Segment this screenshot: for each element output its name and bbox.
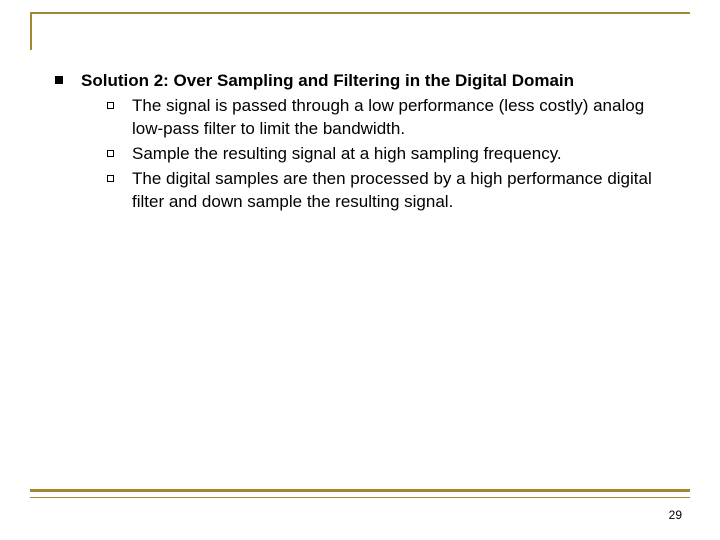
page-number: 29 <box>669 508 682 522</box>
subbullets-container: The signal is passed through a low perfo… <box>107 95 670 214</box>
slide-container: Solution 2: Over Sampling and Filtering … <box>0 0 720 540</box>
bullet-filled-icon <box>55 76 63 84</box>
border-left-accent <box>30 12 32 50</box>
border-bottom-thin <box>30 497 690 498</box>
heading-row: Solution 2: Over Sampling and Filtering … <box>55 70 670 216</box>
border-bottom-thick <box>30 489 690 492</box>
bullet-outline-icon <box>107 102 114 109</box>
bullet-text: The signal is passed through a low perfo… <box>132 95 670 141</box>
border-top <box>30 12 690 14</box>
list-item: The digital samples are then processed b… <box>107 168 670 214</box>
bullet-outline-icon <box>107 150 114 157</box>
bullet-text: Sample the resulting signal at a high sa… <box>132 143 562 166</box>
content-area: Solution 2: Over Sampling and Filtering … <box>55 70 670 218</box>
bullet-outline-icon <box>107 175 114 182</box>
list-item: Sample the resulting signal at a high sa… <box>107 143 670 166</box>
heading-text: Solution 2: Over Sampling and Filtering … <box>81 70 670 216</box>
list-item: The signal is passed through a low perfo… <box>107 95 670 141</box>
heading: Solution 2: Over Sampling and Filtering … <box>81 70 670 93</box>
bullet-text: The digital samples are then processed b… <box>132 168 670 214</box>
